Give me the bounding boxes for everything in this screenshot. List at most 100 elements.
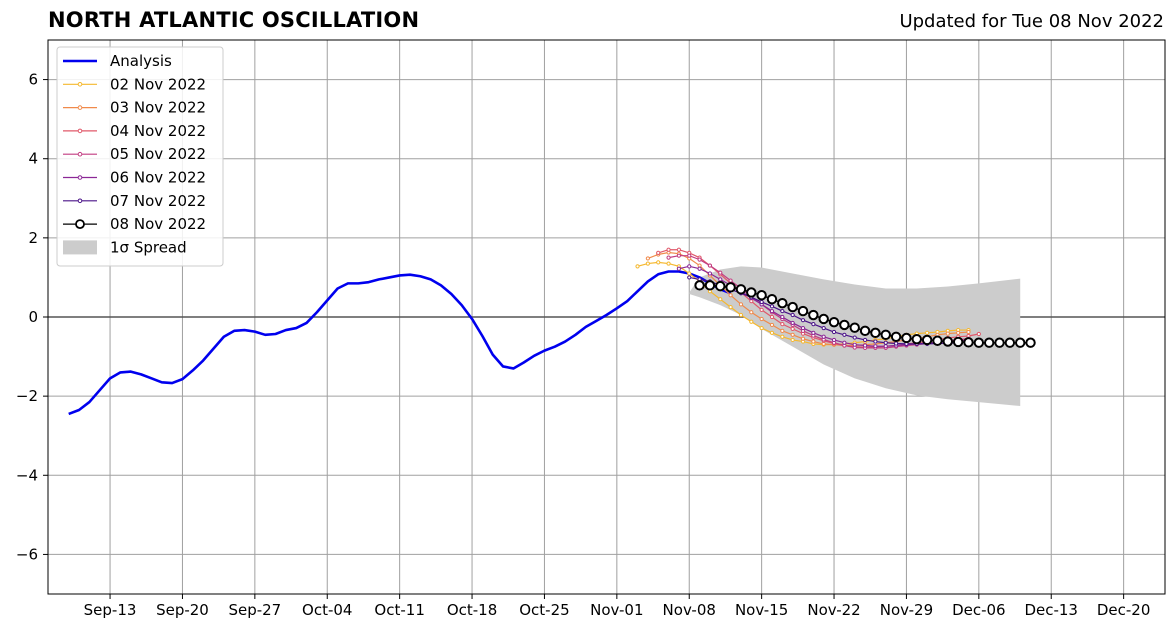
forecast-point — [728, 293, 733, 298]
forecast-point — [811, 339, 816, 344]
forecast-point — [756, 290, 767, 301]
x-tick-label: Sep-13 — [84, 601, 137, 619]
forecast-point — [862, 343, 868, 348]
forecast-point — [952, 336, 964, 348]
forecast-point — [697, 257, 702, 262]
x-tick-label: Dec-20 — [1097, 601, 1151, 619]
forecast-point — [994, 337, 1005, 348]
forecast-point — [842, 332, 847, 337]
forecast-point — [738, 302, 744, 307]
forecast-point — [749, 319, 754, 324]
forecast-point — [780, 322, 785, 327]
forecast-point — [831, 329, 837, 335]
forecast-point — [849, 322, 860, 333]
forecast-point — [777, 297, 788, 309]
x-tick-label: Nov-15 — [735, 601, 788, 619]
forecast-series — [694, 280, 1036, 348]
legend-swatch — [63, 240, 97, 255]
y-tick-label: −4 — [16, 466, 38, 484]
forecast-point — [769, 322, 775, 328]
forecast-point — [676, 253, 681, 258]
x-tick-label: Oct-18 — [447, 601, 497, 619]
legend-item: 03 Nov 2022 — [63, 99, 206, 117]
legend-marker — [75, 219, 85, 230]
forecast-point — [956, 330, 961, 335]
forecast-point — [718, 297, 723, 302]
forecast-point — [870, 327, 881, 339]
x-tick-label: Oct-11 — [374, 601, 424, 619]
forecast-point — [932, 335, 943, 346]
x-tick-label: Oct-25 — [519, 601, 569, 619]
x-tick-label: Nov-22 — [807, 601, 860, 619]
legend-label: 07 Nov 2022 — [110, 192, 206, 210]
forecast-point — [1015, 337, 1026, 348]
x-tick-label: Dec-13 — [1024, 601, 1078, 619]
forecast-point — [718, 270, 723, 275]
forecast-point — [635, 264, 640, 269]
legend-item: 02 Nov 2022 — [63, 75, 206, 93]
forecast-point — [769, 304, 775, 309]
y-tick-label: −2 — [16, 387, 38, 405]
forecast-point — [811, 330, 816, 335]
forecast-point — [780, 314, 785, 320]
forecast-point — [800, 325, 806, 331]
forecast-point — [880, 329, 891, 341]
legend-label: Analysis — [110, 52, 172, 70]
forecast-point — [759, 325, 764, 331]
forecast-point — [852, 342, 857, 347]
forecast-point — [925, 330, 930, 335]
forecast-point — [656, 260, 661, 265]
forecast-point — [800, 336, 806, 341]
legend-label: 02 Nov 2022 — [110, 75, 206, 93]
forecast-point — [828, 316, 840, 328]
forecast-point — [780, 334, 785, 339]
forecast-point — [808, 309, 819, 321]
x-tick-label: Nov-29 — [880, 601, 933, 619]
forecast-point — [666, 261, 671, 266]
legend-label: 08 Nov 2022 — [110, 215, 206, 233]
legend-marker — [77, 198, 83, 204]
forecast-point — [728, 278, 733, 283]
forecast-point — [666, 247, 671, 252]
x-tick-label: Sep-27 — [228, 601, 281, 619]
forecast-point — [945, 331, 950, 336]
forecast-point — [790, 337, 795, 343]
forecast-point — [883, 340, 888, 345]
forecast-point — [852, 335, 857, 340]
forecast-point — [769, 314, 775, 320]
x-tick-label: Nov-08 — [663, 601, 716, 619]
x-tick-label: Dec-06 — [952, 601, 1006, 619]
forecast-point — [963, 337, 974, 348]
legend-marker — [77, 82, 83, 87]
forecast-point — [707, 271, 713, 276]
y-tick-label: 2 — [28, 229, 38, 247]
forecast-point — [687, 271, 692, 276]
forecast-point — [718, 277, 723, 282]
legend: Analysis 02 Nov 2022 03 Nov 2022 04 Nov 202… — [56, 46, 224, 267]
legend-item: 07 Nov 2022 — [63, 192, 206, 210]
forecast-point — [704, 280, 716, 291]
forecast-point — [759, 316, 764, 322]
y-tick-label: 0 — [28, 308, 38, 326]
forecast-point — [738, 312, 744, 318]
forecast-point — [821, 334, 826, 339]
forecast-point — [862, 337, 868, 343]
legend-label: 06 Nov 2022 — [110, 169, 206, 187]
forecast-point — [697, 266, 702, 271]
x-tick-label: Sep-20 — [156, 601, 209, 619]
forecast-point — [790, 312, 795, 318]
forecast-point — [839, 319, 850, 331]
forecast-point — [687, 264, 692, 269]
y-tick-label: −6 — [16, 545, 38, 563]
legend-box — [56, 46, 224, 267]
forecast-point — [983, 337, 995, 348]
forecast-point — [790, 326, 795, 331]
x-tick-label: Nov-01 — [590, 601, 643, 619]
y-tick-label: 4 — [28, 150, 38, 168]
forecast-point — [769, 308, 775, 314]
forecast-point — [735, 284, 747, 295]
forecast-point — [800, 318, 806, 323]
forecast-point — [759, 299, 764, 305]
forecast-point — [645, 256, 650, 261]
